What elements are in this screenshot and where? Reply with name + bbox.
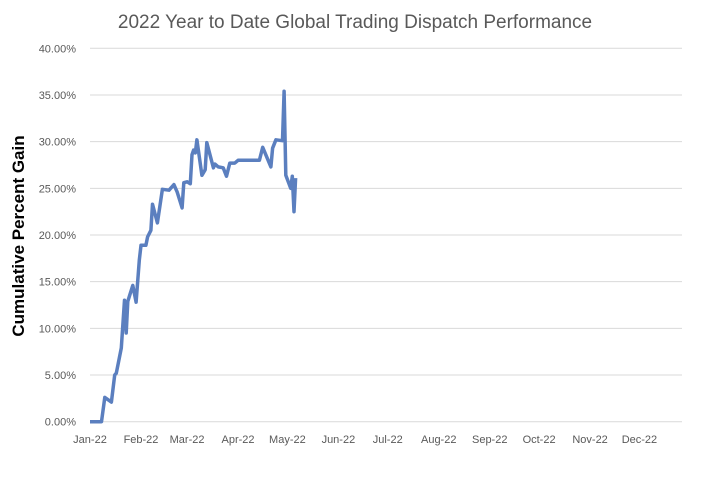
x-tick-label: May-22 (269, 434, 306, 446)
x-tick-label: Dec-22 (622, 434, 657, 446)
y-tick-label: 25.00% (39, 183, 77, 195)
y-tick-label: 5.00% (45, 370, 76, 382)
x-tick-label: Jul-22 (373, 434, 403, 446)
x-tick-label: Apr-22 (222, 434, 255, 446)
y-tick-label: 35.00% (39, 90, 77, 102)
x-tick-label: Oct-22 (523, 434, 556, 446)
series-line (90, 89, 298, 424)
x-tick-label: Nov-22 (572, 434, 607, 446)
y-tick-label: 15.00% (39, 277, 77, 289)
y-tick-label: 10.00% (39, 323, 77, 335)
y-tick-label: 20.00% (39, 230, 77, 242)
x-tick-label: Jun-22 (322, 434, 356, 446)
x-tick-label: Aug-22 (421, 434, 456, 446)
gridlines (90, 47, 682, 423)
x-axis-ticks: Jan-22 Feb-22 Mar-22 Apr-22 May-22 Jun-22 Jul-… (73, 434, 657, 446)
x-tick-label: Sep-22 (472, 434, 507, 446)
y-tick-label: 0.00% (45, 417, 76, 429)
x-tick-label: Feb-22 (124, 434, 159, 446)
chart-title: 2022 Year to Date Global Trading Dispatc… (118, 12, 592, 33)
y-axis-label: Cumulative Percent Gain (9, 135, 28, 336)
y-tick-label: 40.00% (39, 43, 77, 55)
x-tick-label: Mar-22 (170, 434, 205, 446)
y-tick-label: 30.00% (39, 137, 77, 149)
x-tick-label: Jan-22 (73, 434, 107, 446)
y-axis-ticks: 0.00% 5.00% 10.00% 15.00% 20.00% 25.00% 30.00%… (39, 43, 77, 428)
